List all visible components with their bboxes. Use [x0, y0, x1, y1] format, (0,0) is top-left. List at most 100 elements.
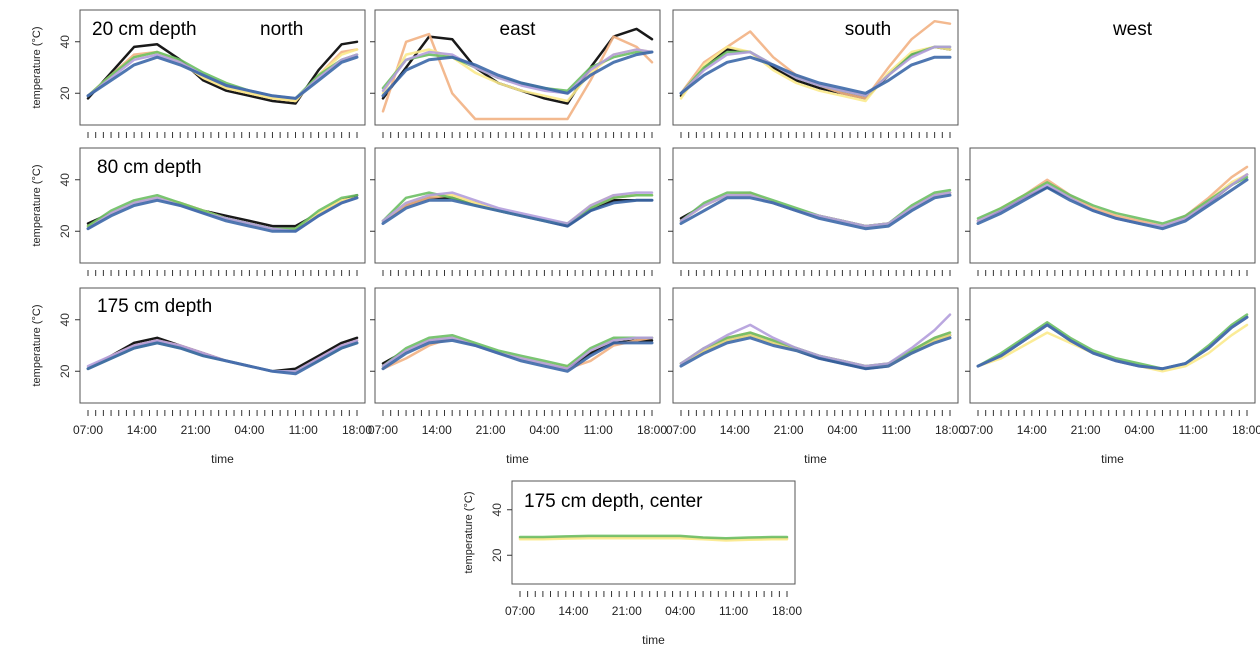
chart-panel — [370, 147, 661, 276]
series-line — [679, 336, 952, 371]
plot-frame — [969, 147, 1256, 264]
x-tick-label: 11:00 — [1179, 423, 1208, 437]
plot-frame — [672, 9, 959, 126]
x-tick-label: 11:00 — [882, 423, 911, 437]
x-tick-label: 18:00 — [342, 423, 372, 437]
series-line — [86, 336, 359, 373]
series-line — [518, 536, 789, 542]
plot-frame — [672, 287, 959, 404]
series-line — [976, 175, 1249, 225]
chart-panel: 07:00 14:00 21:00 04:00 11:00 18:00 time — [666, 287, 965, 466]
row-label: 175 cm depth, center — [524, 491, 703, 512]
series-line — [86, 40, 359, 105]
x-tick-label: 14:00 — [422, 423, 452, 437]
column-label: west — [1112, 19, 1153, 40]
series-line — [86, 193, 359, 230]
column-label: north — [260, 19, 303, 40]
series-line — [679, 45, 952, 98]
x-tick-label: 04:00 — [234, 423, 264, 437]
y-tick-label: 20 — [58, 86, 72, 100]
row-label: 175 cm depth — [97, 296, 212, 317]
x-tick-label: 21:00 — [476, 423, 506, 437]
plot-frame — [672, 147, 959, 264]
chart-panel — [965, 147, 1256, 276]
chart-panel: 07:00 14:00 21:00 04:00 11:00 18:00 time — [368, 287, 667, 466]
chart-panel: south — [668, 9, 959, 138]
plot-frame — [79, 147, 366, 264]
series-line — [518, 534, 789, 540]
y-tick-label: 20 — [58, 224, 72, 238]
y-tick-label: 20 — [490, 548, 504, 562]
x-axis-label: time — [211, 452, 234, 466]
y-tick-label: 40 — [58, 35, 72, 49]
row-label: 20 cm depth — [92, 19, 197, 40]
chart-panel: 20 40 temperature (°C) 07:00 14:00 21:00 04:00… — [31, 287, 372, 466]
series-line — [679, 45, 952, 103]
series-line — [381, 50, 654, 98]
series-line — [381, 191, 654, 225]
x-tick-label: 04:00 — [529, 423, 559, 437]
series-line — [381, 338, 654, 373]
x-tick-label: 04:00 — [665, 604, 695, 618]
series-line — [86, 50, 359, 100]
series-line — [381, 333, 654, 368]
series-line — [679, 193, 952, 231]
x-tick-label: 04:00 — [827, 423, 857, 437]
series-line — [86, 48, 359, 103]
x-tick-label: 07:00 — [666, 423, 696, 437]
series-line — [86, 55, 359, 100]
row-label: 80 cm depth — [97, 157, 202, 178]
chart-panel: 20 40 temperature (°C) 07:00 14:00 21:00 04:00… — [463, 480, 802, 647]
series-line — [976, 315, 1249, 371]
x-tick-label: 21:00 — [1071, 423, 1101, 437]
x-tick-label: 11:00 — [289, 423, 318, 437]
series-line — [86, 48, 359, 103]
series-line — [381, 48, 654, 95]
plot-frame — [79, 287, 366, 404]
series-line — [976, 313, 1249, 370]
x-tick-label: 14:00 — [127, 423, 157, 437]
series-line — [86, 341, 359, 376]
x-tick-label: 07:00 — [505, 604, 535, 618]
x-tick-label: 18:00 — [637, 423, 667, 437]
x-tick-label: 21:00 — [774, 423, 804, 437]
chart-panel — [668, 147, 959, 276]
x-axis-label: time — [1101, 452, 1124, 466]
x-tick-label: 04:00 — [1124, 423, 1154, 437]
y-tick-label: 40 — [58, 173, 72, 187]
y-axis-label: temperature (°C) — [31, 304, 43, 386]
x-tick-label: 07:00 — [963, 423, 993, 437]
x-tick-label: 21:00 — [612, 604, 642, 618]
plot-frame — [511, 480, 796, 585]
plot-frame — [374, 9, 661, 126]
series-line — [679, 313, 952, 368]
x-tick-label: 11:00 — [584, 423, 613, 437]
y-tick-label: 20 — [58, 364, 72, 378]
plot-frame — [374, 287, 661, 404]
x-tick-label: 18:00 — [1232, 423, 1260, 437]
chart-panel: 07:00 14:00 21:00 04:00 11:00 18:00 time — [963, 287, 1260, 466]
y-axis-label: temperature (°C) — [463, 491, 475, 573]
x-axis-label: time — [804, 452, 827, 466]
chart-panel: 20 40 temperature (°C) 80 cm depth — [31, 147, 366, 276]
column-label: east — [500, 19, 537, 40]
series-line — [86, 196, 359, 233]
series-line — [976, 178, 1249, 231]
x-tick-label: 14:00 — [1017, 423, 1047, 437]
plot-frame — [969, 287, 1256, 404]
x-tick-label: 14:00 — [720, 423, 750, 437]
chart-panel: 20 40 temperature (°C) 20 cm depth north — [31, 9, 366, 138]
x-tick-label: 21:00 — [181, 423, 211, 437]
plot-frame — [79, 9, 366, 126]
x-tick-label: 07:00 — [73, 423, 103, 437]
chart-panel: east — [370, 9, 661, 138]
x-tick-label: 18:00 — [772, 604, 802, 618]
y-tick-label: 40 — [490, 503, 504, 517]
y-axis-label: temperature (°C) — [31, 26, 43, 108]
x-axis-label: time — [642, 633, 665, 647]
column-label: south — [845, 19, 891, 40]
plot-frame — [374, 147, 661, 264]
series-line — [381, 336, 654, 370]
y-axis-label: temperature (°C) — [31, 164, 43, 246]
